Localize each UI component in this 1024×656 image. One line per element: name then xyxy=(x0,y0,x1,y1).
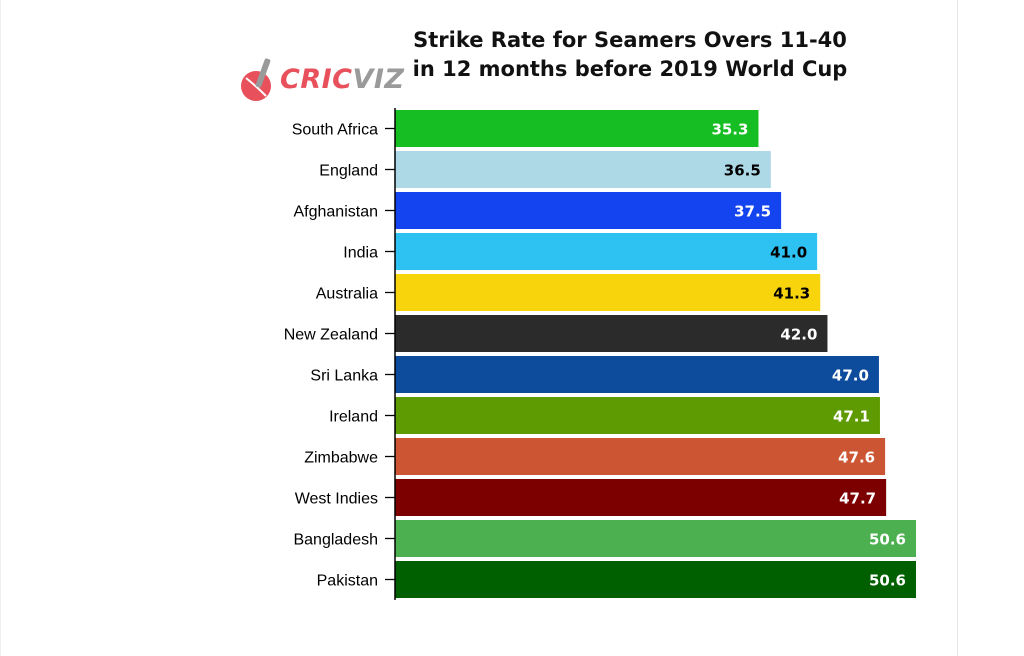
data-label: 36.5 xyxy=(724,162,761,180)
bar-australia xyxy=(395,274,821,311)
y-tick-label: England xyxy=(319,163,378,180)
logo-text-part-2: VIZ xyxy=(352,64,405,95)
bar-pakistan xyxy=(395,561,916,598)
cricviz-logo-text: CRICVIZ xyxy=(280,64,405,95)
data-label: 47.1 xyxy=(833,408,870,426)
cricket-ball-bat-icon xyxy=(241,58,271,101)
bar-new-zealand xyxy=(395,315,828,352)
y-tick-label: India xyxy=(343,245,378,262)
data-label: 35.3 xyxy=(711,121,748,139)
y-tick-label: South Africa xyxy=(292,122,378,139)
chart-frame xyxy=(0,0,958,656)
data-label: 50.6 xyxy=(869,572,906,590)
bar-england xyxy=(395,151,771,188)
chart-title-line-2: in 12 months before 2019 World Cup xyxy=(412,57,848,81)
data-label: 42.0 xyxy=(780,326,817,344)
bar-india xyxy=(395,233,818,270)
data-label: 47.7 xyxy=(839,490,876,508)
y-tick-label: Bangladesh xyxy=(293,532,378,549)
bar-sri-lanka xyxy=(395,356,879,393)
y-tick-label: West Indies xyxy=(295,491,378,508)
logo-text-part-1: CRIC xyxy=(280,64,353,95)
chart-title: Strike Rate for Seamers Overs 11-40 in 1… xyxy=(330,26,930,84)
data-label: 41.3 xyxy=(773,285,810,303)
y-tick-label: Sri Lanka xyxy=(310,368,378,385)
bar-afghanistan xyxy=(395,192,782,229)
cricviz-logo: CRICVIZ xyxy=(238,56,404,108)
data-label: 37.5 xyxy=(734,203,771,221)
bar-bangladesh xyxy=(395,520,916,557)
data-label: 47.0 xyxy=(832,367,869,385)
y-tick-label: Australia xyxy=(316,286,378,303)
data-label: 41.0 xyxy=(770,244,807,262)
bar-west-indies xyxy=(395,479,887,516)
y-tick-label: Afghanistan xyxy=(293,204,378,221)
y-tick-label: New Zealand xyxy=(284,327,378,344)
bar-zimbabwe xyxy=(395,438,886,475)
data-label: 50.6 xyxy=(869,531,906,549)
data-label: 47.6 xyxy=(838,449,875,467)
bar-south-africa xyxy=(395,110,759,147)
y-tick-label: Pakistan xyxy=(317,573,378,590)
y-tick-label: Zimbabwe xyxy=(304,450,378,467)
y-tick-label: Ireland xyxy=(329,409,378,426)
chart-title-line-1: Strike Rate for Seamers Overs 11-40 xyxy=(413,28,847,52)
bar-ireland xyxy=(395,397,880,434)
